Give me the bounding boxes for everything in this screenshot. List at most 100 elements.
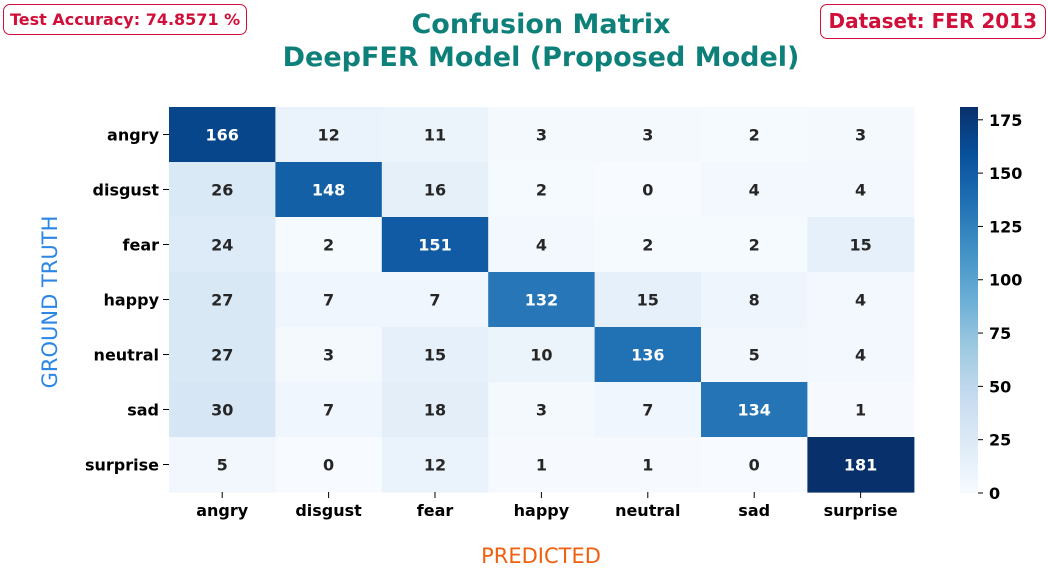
cell-value-label: 3: [323, 346, 334, 365]
heatmap-cell: [169, 162, 276, 218]
chart-subtitle: DeepFER Model (Proposed Model): [282, 42, 800, 73]
cell-value-label: 30: [211, 401, 233, 420]
colorbar-tick-label: 50: [989, 377, 1011, 396]
x-axis-label: PREDICTED: [481, 544, 601, 568]
cell-value-label: 4: [536, 236, 547, 255]
cell-value-label: 18: [424, 401, 446, 420]
cell-value-label: 7: [323, 401, 334, 420]
cell-value-label: 12: [424, 456, 446, 475]
heatmap-cell: [275, 217, 383, 273]
cell-value-label: 7: [429, 291, 440, 310]
test-accuracy-badge: Test Accuracy: 74.8571 %: [3, 4, 248, 35]
heatmap-cell: [169, 327, 276, 383]
y-tick-label: fear: [123, 236, 160, 255]
x-tick-label: neutral: [615, 501, 680, 520]
heatmap-cell: [169, 272, 276, 328]
cell-value-label: 181: [844, 456, 877, 475]
heatmap-cell: [701, 162, 808, 218]
cell-value-label: 7: [642, 401, 653, 420]
heatmap-cell: [488, 107, 596, 163]
x-tick-label: disgust: [295, 501, 362, 520]
y-tick-label: surprise: [85, 456, 159, 475]
cell-value-label: 136: [631, 346, 664, 365]
cell-value-label: 2: [536, 181, 547, 200]
heatmap-cell: [488, 162, 596, 218]
heatmap-cell: [594, 382, 702, 438]
heatmap-cell: [807, 327, 915, 383]
cell-value-label: 134: [737, 401, 770, 420]
heatmap-cell: [488, 272, 596, 328]
cell-value-label: 1: [536, 456, 547, 475]
dataset-badge: Dataset: FER 2013: [819, 4, 1046, 39]
cell-value-label: 2: [749, 236, 760, 255]
heatmap-cell: [594, 437, 702, 493]
heatmap-cell: [381, 107, 489, 163]
heatmap-cell: [381, 382, 489, 438]
heatmap-cell: [701, 217, 808, 273]
cell-value-label: 132: [525, 291, 558, 310]
cell-value-label: 15: [424, 346, 446, 365]
heatmap-cell: [169, 107, 276, 163]
y-tick-label: neutral: [94, 346, 159, 365]
heatmap-cell: [275, 327, 383, 383]
heatmap-cell: [701, 272, 808, 328]
x-tick-label: happy: [514, 501, 570, 520]
cell-value-label: 1: [642, 456, 653, 475]
cell-value-label: 151: [418, 236, 451, 255]
cell-value-label: 3: [855, 126, 866, 145]
chart-title: Confusion Matrix: [411, 9, 671, 40]
colorbar-tick-label: 100: [989, 271, 1022, 290]
heatmap-cell: [488, 437, 596, 493]
heatmap-cell: [169, 437, 276, 493]
heatmap-cell: [594, 217, 702, 273]
heatmap-cell: [807, 107, 915, 163]
cell-value-label: 5: [749, 346, 760, 365]
heatmap-cell: [807, 217, 915, 273]
colorbar-tick-label: 125: [989, 217, 1022, 236]
cell-value-label: 27: [211, 346, 233, 365]
y-tick-label: sad: [127, 401, 159, 420]
y-tick-label: happy: [103, 291, 159, 310]
cell-value-label: 4: [855, 291, 866, 310]
colorbar-tick-label: 75: [989, 324, 1011, 343]
cell-value-label: 3: [642, 126, 653, 145]
heatmap-cell: [807, 272, 915, 328]
cell-value-label: 11: [424, 126, 446, 145]
heatmap-cell: [169, 217, 276, 273]
cell-value-label: 27: [211, 291, 233, 310]
colorbar-tick-label: 175: [989, 111, 1022, 130]
colorbar-tick-label: 0: [989, 484, 1000, 503]
cell-value-label: 4: [855, 346, 866, 365]
heatmap-cell: [275, 437, 383, 493]
heatmap-cell: [381, 217, 489, 273]
heatmap-cell: [275, 107, 383, 163]
heatmap-cell: [275, 382, 383, 438]
cell-value-label: 4: [749, 181, 760, 200]
cell-value-label: 15: [849, 236, 871, 255]
heatmap-cell: [594, 272, 702, 328]
cell-value-label: 0: [323, 456, 334, 475]
cell-value-label: 16: [424, 181, 446, 200]
heatmap-cell: [701, 437, 808, 493]
colorbar-tick-label: 25: [989, 431, 1011, 450]
x-tick-label: sad: [738, 501, 770, 520]
colorbar-tick-label: 150: [989, 164, 1022, 183]
heatmap-cell: [169, 382, 276, 438]
cell-value-label: 0: [642, 181, 653, 200]
y-tick-label: angry: [107, 126, 160, 145]
cell-value-label: 5: [217, 456, 228, 475]
cell-value-label: 24: [211, 236, 233, 255]
cell-value-label: 148: [312, 181, 345, 200]
cell-value-label: 7: [323, 291, 334, 310]
x-tick-label: surprise: [824, 501, 898, 520]
x-tick-label: fear: [417, 501, 454, 520]
cell-value-label: 15: [637, 291, 659, 310]
cell-value-label: 0: [749, 456, 760, 475]
y-tick-label: disgust: [93, 181, 160, 200]
cell-value-label: 4: [855, 181, 866, 200]
heatmap-cell: [807, 437, 915, 493]
heatmap-cell: [594, 107, 702, 163]
cell-value-label: 166: [205, 126, 238, 145]
heatmap-cell: [488, 327, 596, 383]
cell-value-label: 8: [749, 291, 760, 310]
